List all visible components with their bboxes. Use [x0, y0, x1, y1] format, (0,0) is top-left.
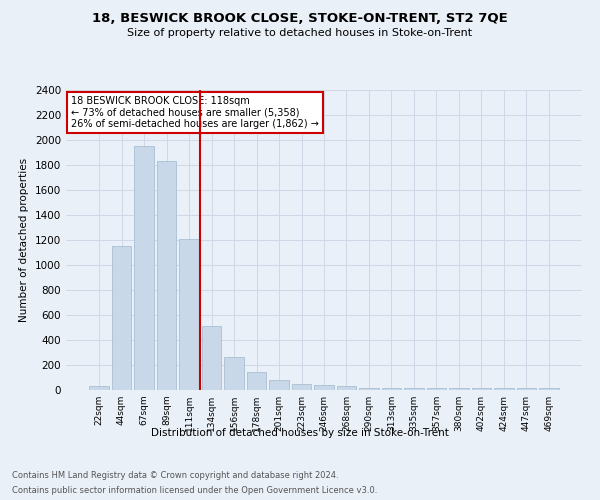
- Text: Size of property relative to detached houses in Stoke-on-Trent: Size of property relative to detached ho…: [127, 28, 473, 38]
- Bar: [404, 388, 424, 390]
- Text: Distribution of detached houses by size in Stoke-on-Trent: Distribution of detached houses by size …: [151, 428, 449, 438]
- Text: Contains public sector information licensed under the Open Government Licence v3: Contains public sector information licen…: [12, 486, 377, 495]
- Bar: [314, 385, 334, 390]
- Bar: [449, 388, 469, 390]
- Text: 18 BESWICK BROOK CLOSE: 118sqm
← 73% of detached houses are smaller (5,358)
26% : 18 BESWICK BROOK CLOSE: 118sqm ← 73% of …: [71, 96, 319, 129]
- Bar: [472, 388, 491, 390]
- Bar: [517, 388, 536, 390]
- Bar: [292, 384, 311, 390]
- Bar: [157, 161, 176, 390]
- Bar: [202, 326, 221, 390]
- Bar: [382, 388, 401, 390]
- Bar: [269, 380, 289, 390]
- Bar: [247, 372, 266, 390]
- Bar: [337, 386, 356, 390]
- Bar: [359, 388, 379, 390]
- Bar: [112, 246, 131, 390]
- Text: 18, BESWICK BROOK CLOSE, STOKE-ON-TRENT, ST2 7QE: 18, BESWICK BROOK CLOSE, STOKE-ON-TRENT,…: [92, 12, 508, 26]
- Bar: [134, 146, 154, 390]
- Bar: [494, 388, 514, 390]
- Bar: [179, 239, 199, 390]
- Bar: [89, 386, 109, 390]
- Y-axis label: Number of detached properties: Number of detached properties: [19, 158, 29, 322]
- Text: Contains HM Land Registry data © Crown copyright and database right 2024.: Contains HM Land Registry data © Crown c…: [12, 471, 338, 480]
- Bar: [224, 357, 244, 390]
- Bar: [539, 388, 559, 390]
- Bar: [427, 388, 446, 390]
